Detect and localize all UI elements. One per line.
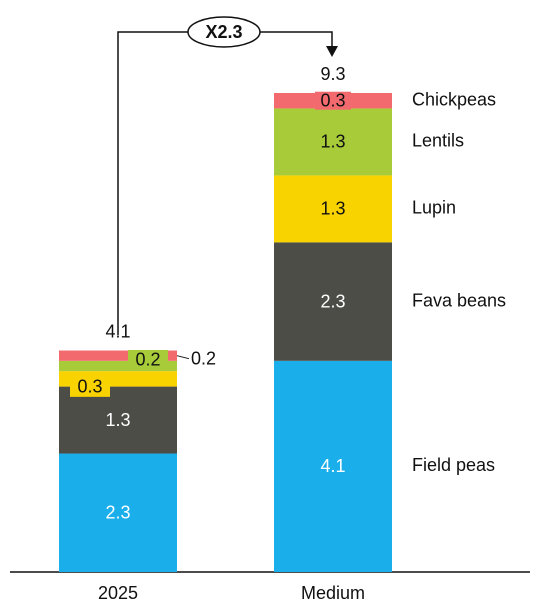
growth-bracket [117, 31, 333, 335]
growth-oval [187, 16, 261, 48]
value-label: 1.3 [320, 199, 345, 219]
bar-segment [274, 360, 392, 572]
bar-segment [59, 386, 177, 454]
value-label: 0.2 [135, 350, 160, 370]
bar-segment [274, 242, 392, 361]
value-label: 2.3 [320, 291, 345, 311]
value-label: 0.2 [191, 348, 216, 368]
growth-arrow [326, 46, 338, 57]
value-label-box [128, 349, 168, 370]
bar-segment [59, 360, 177, 372]
x-tick-label: Medium [301, 583, 365, 603]
value-label-box [70, 376, 110, 397]
value-label-box [315, 91, 351, 110]
bar-segment [59, 350, 177, 361]
value-label: 0.3 [320, 90, 345, 110]
legend-label: Lentils [412, 131, 464, 151]
value-label: 0.3 [77, 377, 102, 397]
total-label: 4.1 [105, 321, 130, 341]
legend-label: Chickpeas [412, 89, 496, 109]
bar-segment [274, 108, 392, 176]
value-label: 1.3 [320, 132, 345, 152]
total-label: 9.3 [320, 64, 345, 84]
growth-label: X2.3 [205, 22, 242, 42]
x-tick-label: 2025 [98, 583, 138, 603]
value-label: 4.1 [320, 456, 345, 476]
leader-line [176, 355, 190, 360]
bar-segment [59, 453, 177, 572]
legend-label: Field peas [412, 455, 495, 475]
legend-label: Lupin [412, 198, 456, 218]
value-label: 1.3 [105, 410, 130, 430]
value-label: 2.3 [105, 503, 130, 523]
bar-segment [274, 175, 392, 243]
legend-label: Fava beans [412, 290, 506, 310]
